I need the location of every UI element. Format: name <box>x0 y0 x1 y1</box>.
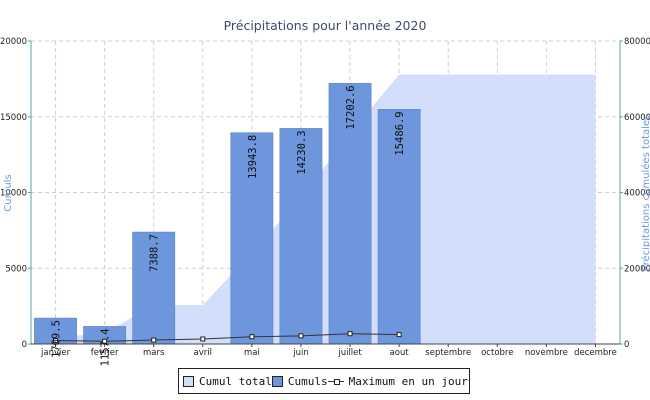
x-tick-label: mai <box>244 348 260 358</box>
legend-label-cumul-total: Cumul total <box>199 374 272 388</box>
bar-value-label: 1157.4 <box>100 328 112 366</box>
legend-item-maximum: Maximum en un jour <box>327 374 468 388</box>
maximum-marker <box>102 338 108 344</box>
bar-aout <box>377 109 421 345</box>
y-right-tick-label: 40000 <box>624 189 650 199</box>
maximum-marker <box>347 331 353 337</box>
x-tick-label: octobre <box>481 348 513 358</box>
cumul-total-area <box>55 74 596 344</box>
legend-label-cumuls: Cumuls <box>287 374 328 388</box>
maximum-marker <box>298 333 304 339</box>
maximum-marker <box>396 332 402 338</box>
y-right-tick-label: 80000 <box>624 37 650 47</box>
chart-title: Précipitations pour l'année 2020 <box>224 18 427 33</box>
y-left-tick-label: 0 <box>22 340 27 350</box>
x-tick-label: fevrier <box>91 348 119 358</box>
legend-swatch-maximum <box>327 376 344 387</box>
legend-swatch-cumul-total <box>183 375 194 387</box>
maximum-polyline <box>55 333 400 342</box>
y-left-tick-label: 10000 <box>0 189 27 199</box>
y-right-tick-label: 60000 <box>624 113 650 123</box>
x-tick-label: septembre <box>425 348 471 358</box>
bar-value-label: 17202.6 <box>345 85 357 129</box>
bar-value-label: 15486.9 <box>394 111 406 155</box>
bar-value-label: 13943.8 <box>247 135 259 179</box>
y-right-tick-label: 20000 <box>624 264 650 274</box>
legend-item-cumul-total: Cumul total <box>183 375 272 388</box>
y-left-tick-label: 20000 <box>0 37 27 47</box>
x-tick-label: juillet <box>337 348 362 358</box>
maximum-marker <box>249 334 255 340</box>
tick-labels: 0 5000 10000 15000 20000 0 20000 40000 60000 8000… <box>0 37 650 358</box>
chart-legend: Cumul total Cumuls Maximum en un jour <box>178 368 470 394</box>
y-right-axis-title: Précipitations cumulées totales <box>640 115 650 272</box>
maximum-marker <box>151 337 157 343</box>
legend-swatch-cumuls <box>271 375 283 387</box>
bar-value-label: 14230.3 <box>296 130 308 174</box>
data-labels: 1709.5 1157.4 7388.7 13943.8 14230.3 17202.6 1… <box>51 85 407 366</box>
maximum-line <box>53 331 402 344</box>
bar-juillet <box>328 83 372 345</box>
bar-juin <box>279 128 323 345</box>
x-tick-label: juin <box>292 348 309 358</box>
legend-label-maximum: Maximum en un jour <box>348 374 468 388</box>
y-left-axis-title: Cumuls <box>3 174 14 211</box>
cumuls-bars <box>34 83 421 345</box>
cumul-total-area-shape <box>55 74 596 344</box>
y-right-tick-label: 0 <box>624 340 629 350</box>
bar-value-label: 1709.5 <box>51 320 63 358</box>
axes <box>28 40 623 347</box>
maximum-marker <box>200 336 206 342</box>
x-tick-label: aout <box>390 348 410 358</box>
x-tick-label: decembre <box>574 348 617 358</box>
x-tick-label: avril <box>194 348 212 358</box>
x-tick-label: janvier <box>40 348 71 358</box>
legend-item-cumuls: Cumuls <box>271 374 328 388</box>
x-tick-label: novembre <box>525 348 568 358</box>
y-left-tick-label: 5000 <box>5 264 27 274</box>
maximum-marker <box>53 338 59 344</box>
bar-value-label: 7388.7 <box>149 234 161 272</box>
y-left-tick-label: 15000 <box>0 113 27 123</box>
x-tick-label: mars <box>143 348 165 358</box>
